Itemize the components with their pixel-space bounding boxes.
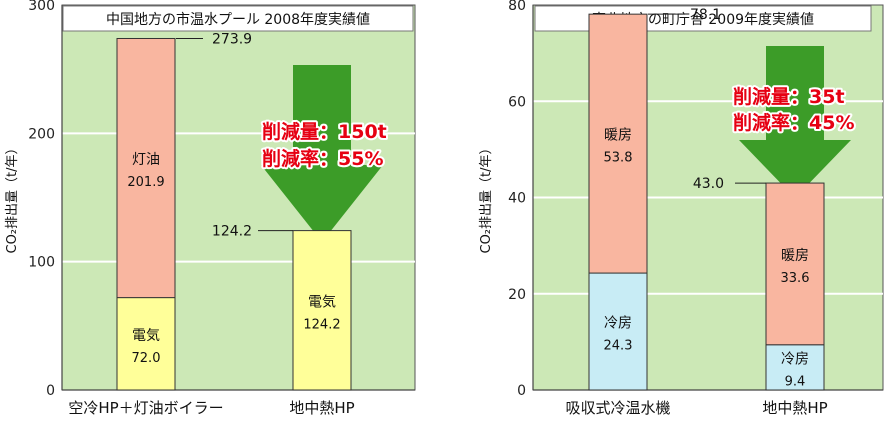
segment-value-label: 9.4 bbox=[785, 374, 806, 389]
reduction-rate: 削減率：55% bbox=[262, 147, 383, 170]
total-label: 124.2 bbox=[212, 224, 252, 240]
reduction-amount: 削減量：150t bbox=[262, 120, 387, 143]
bar-segment-2-1-1 bbox=[588, 272, 648, 391]
plot-area bbox=[61, 4, 416, 391]
reduction-amount: 削減量：35t bbox=[733, 85, 845, 108]
x-category-label: 地中熱HP bbox=[289, 399, 354, 417]
y-tick-label: 100 bbox=[28, 255, 55, 271]
y-tick-label: 0 bbox=[517, 383, 526, 399]
bar-segment-2-2-2 bbox=[765, 182, 825, 346]
reduction-arrow bbox=[261, 65, 383, 242]
segment-name-label: 電気 bbox=[308, 294, 336, 310]
total-label: 273.9 bbox=[212, 31, 252, 47]
x-category-label: 吸収式冷温水機 bbox=[565, 399, 670, 417]
reduction-rate: 削減率：45% bbox=[733, 111, 854, 134]
y-tick-label: 40 bbox=[508, 191, 526, 207]
y-axis-label: CO₂排出量（t/年） bbox=[5, 142, 20, 254]
segment-value-label: 124.2 bbox=[303, 317, 340, 332]
y-tick-label: 20 bbox=[508, 287, 526, 303]
y-tick-label: 60 bbox=[508, 94, 526, 110]
segment-value-label: 72.0 bbox=[132, 351, 161, 366]
segment-name-label: 灯油 bbox=[132, 152, 160, 168]
y-tick-label: 80 bbox=[508, 0, 526, 14]
segment-value-label: 201.9 bbox=[127, 175, 164, 190]
segment-value-label: 53.8 bbox=[604, 151, 633, 166]
y-axis-label: CO₂排出量（t/年） bbox=[479, 142, 494, 254]
y-tick-label: 0 bbox=[46, 383, 55, 399]
y-tick-label: 200 bbox=[28, 126, 55, 142]
y-tick-label: 300 bbox=[28, 0, 55, 14]
bar-segment-2-1-2 bbox=[588, 13, 648, 274]
segment-value-label: 33.6 bbox=[781, 271, 810, 286]
segment-name-label: 冷房 bbox=[604, 316, 632, 332]
reduction-arrow bbox=[739, 46, 851, 198]
chart-title-box bbox=[62, 5, 414, 32]
segment-name-label: 暖房 bbox=[604, 128, 632, 144]
total-label: 43.0 bbox=[693, 176, 724, 192]
x-category-label: 地中熱HP bbox=[762, 399, 827, 417]
bar-segment-1-1-2 bbox=[116, 37, 176, 299]
x-category-label: 空冷HP＋灯油ボイラー bbox=[68, 399, 223, 417]
segment-name-label: 冷房 bbox=[781, 351, 809, 367]
bar-segment-1-2-1 bbox=[292, 230, 352, 391]
segment-value-label: 24.3 bbox=[604, 339, 633, 354]
segment-name-label: 暖房 bbox=[781, 248, 809, 264]
bar-segment-1-1-1 bbox=[116, 297, 176, 391]
bar-segment-2-2-1 bbox=[765, 344, 825, 391]
chart-title: 中国地方の市温水プール 2008年度実績値 bbox=[106, 11, 370, 28]
segment-name-label: 電気 bbox=[132, 328, 160, 344]
total-label: 78.1 bbox=[690, 7, 721, 23]
